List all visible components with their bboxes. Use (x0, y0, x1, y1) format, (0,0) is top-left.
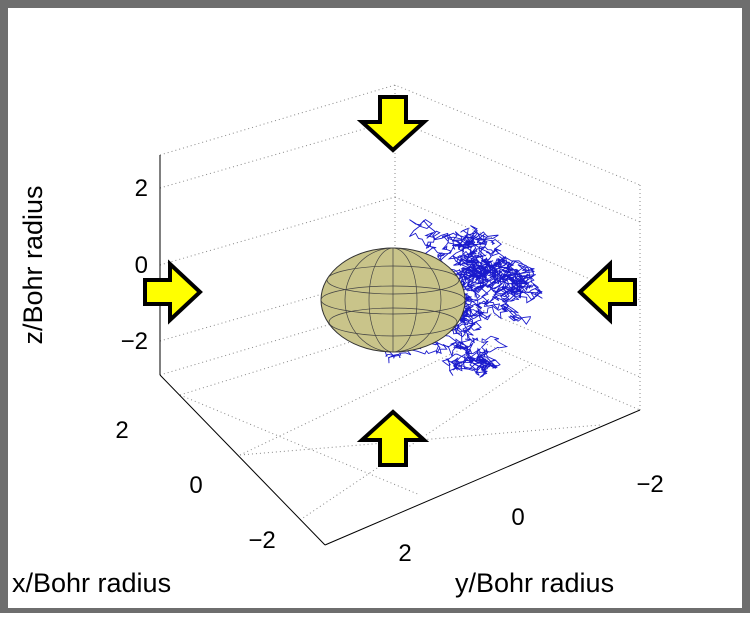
x-axis (159, 374, 326, 546)
z-axis-label: z/Bohr radius (18, 185, 48, 344)
grid-line (394, 196, 641, 301)
z-tick-label: 0 (135, 252, 148, 279)
ellipsoid (320, 247, 466, 353)
grid-line (159, 119, 396, 189)
y-tick-label: −2 (636, 471, 663, 498)
y-axis (324, 409, 641, 546)
arrow-right (143, 259, 203, 325)
x-axis-label: x/Bohr radius (12, 568, 171, 598)
arrow-down (356, 95, 430, 153)
grid-line (159, 196, 396, 266)
grid-line (179, 394, 421, 496)
arrow-left (577, 259, 637, 325)
x-tick-label: 2 (115, 417, 128, 444)
z-tick-label: −2 (121, 328, 148, 355)
grid-line (394, 119, 641, 223)
grid-line (239, 344, 471, 456)
y-axis-label: y/Bohr radius (455, 568, 614, 598)
arrows (143, 95, 637, 467)
y-tick-label: 0 (511, 504, 524, 531)
z-tick-label: 2 (135, 175, 148, 202)
y-tick-label: 2 (398, 540, 411, 567)
grid-line (159, 272, 396, 342)
ellipsoid-mesh (326, 265, 460, 295)
arrow-up (356, 409, 430, 467)
x-tick-label: −2 (248, 527, 275, 554)
ellipsoid-mesh (320, 285, 466, 315)
x-tick-label: 0 (189, 472, 202, 499)
ellipsoid-mesh (328, 307, 458, 337)
